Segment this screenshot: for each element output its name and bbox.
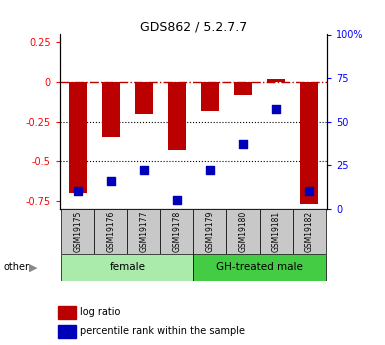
Text: GSM19179: GSM19179 [206,210,214,252]
Bar [58,306,75,318]
Text: log ratio: log ratio [80,307,121,317]
Text: GH-treated male: GH-treated male [216,263,303,272]
Bar [193,209,226,254]
Text: GSM19181: GSM19181 [271,210,281,252]
Bar [267,79,285,82]
Bar [61,254,193,281]
Point [174,197,180,203]
Bar [161,209,193,254]
Bar [102,82,120,137]
Bar [168,82,186,150]
Title: GDS862 / 5.2.7.7: GDS862 / 5.2.7.7 [140,20,247,33]
Text: GSM19177: GSM19177 [139,210,148,252]
Text: GSM19178: GSM19178 [172,210,181,252]
Text: GSM19175: GSM19175 [74,210,82,252]
Bar [58,325,75,337]
Bar [259,209,293,254]
Text: female: female [109,263,146,272]
Point [75,188,81,194]
Point [207,168,213,173]
Bar [193,254,326,281]
Bar [234,82,252,95]
Point [306,188,312,194]
Bar [293,209,326,254]
Point [240,141,246,147]
Bar [127,209,161,254]
Bar [300,82,318,204]
Text: other: other [4,263,30,272]
Bar [69,82,87,193]
Bar [135,82,153,114]
Point [273,107,279,112]
Text: ▶: ▶ [28,263,37,272]
Bar [226,209,259,254]
Point [141,168,147,173]
Point [108,178,114,184]
Text: GSM19176: GSM19176 [106,210,115,252]
Bar [201,82,219,110]
Bar [61,209,94,254]
Text: percentile rank within the sample: percentile rank within the sample [80,326,245,336]
Bar [94,209,127,254]
Text: GSM19182: GSM19182 [305,210,313,252]
Text: GSM19180: GSM19180 [239,210,248,252]
